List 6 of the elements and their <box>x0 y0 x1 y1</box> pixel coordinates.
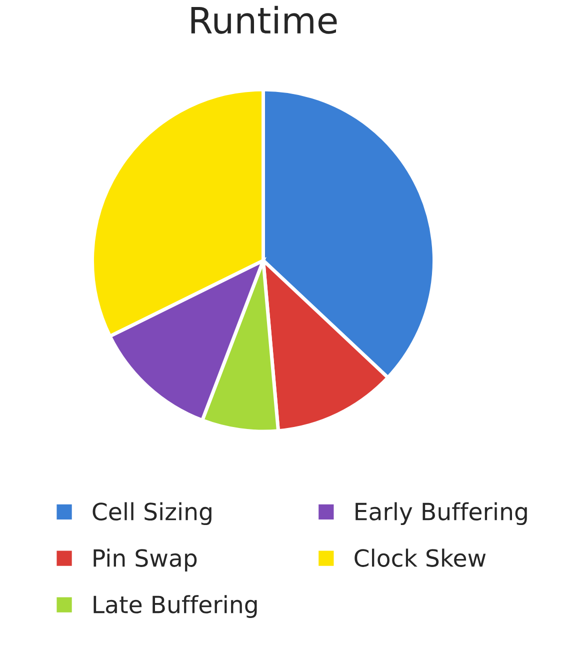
chart-title: Runtime <box>191 6 337 34</box>
legend-label: Clock Skew <box>354 548 486 567</box>
legend-label: Cell Sizing <box>92 502 212 526</box>
legend-label: Pin Swap <box>94 548 197 572</box>
legend-label: Late Buffering <box>94 595 257 618</box>
legend-label: Early Buffering <box>356 502 527 526</box>
